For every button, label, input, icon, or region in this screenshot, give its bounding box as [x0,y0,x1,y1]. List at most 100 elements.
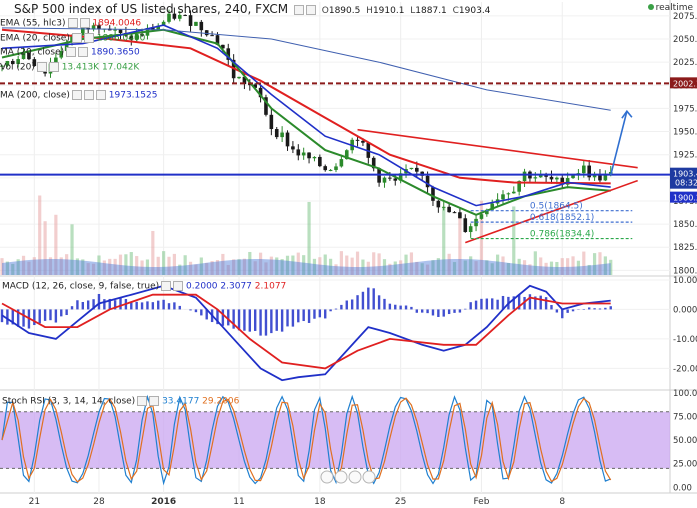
macd-histogram-bar [97,293,101,310]
macd-histogram-bar [280,309,284,332]
macd-histogram-bar [469,302,472,310]
close-icon[interactable] [48,62,59,72]
candle-body [91,25,96,30]
settings-icon[interactable] [71,33,82,43]
candle-body [183,14,187,16]
settings-icon[interactable] [66,47,77,57]
volume-bar [129,252,133,275]
volume-bar [566,258,570,275]
volume-bar [522,260,527,275]
macd-histogram-bar [582,309,586,310]
stoch-axis-tick: 75.00 [673,412,697,422]
legend-volume-value: 13.413K 17.042K [61,62,140,73]
volume-bar [296,252,300,275]
reset-button[interactable] [362,470,376,484]
volume-bar [248,251,252,275]
macd-histogram-bar [410,306,413,310]
volume-bar [215,260,220,275]
legend-volume[interactable]: Vol (20) 13.413K 17.042K [0,62,139,74]
candle-body [598,174,602,181]
legend-stoch[interactable]: Stoch RSI (3, 3, 14, 14, close) 33.4177 … [2,396,239,408]
volume-bar [97,255,101,275]
macd-histogram-bar [286,309,289,327]
legend-ema55-label: EMA (55, hlc3) [0,18,66,29]
volume-bar [609,259,613,275]
volume-bar [490,263,494,275]
settings-icon[interactable] [161,281,172,291]
candle-body [151,28,155,30]
candle-body [398,173,403,181]
fibonacci-label: 0.786(1834.4) [530,230,594,240]
more-icon[interactable] [95,90,106,100]
volume-bar [232,259,236,275]
candle-body [161,21,166,26]
volume-bar [0,258,4,275]
macd-histogram-bar [593,308,596,310]
stoch-d-line [1,397,612,483]
volume-bar [415,261,419,275]
close-icon[interactable] [83,90,94,100]
price-axis-tick: 1975.0 [673,104,697,114]
candle-body [393,178,398,181]
candle-body [248,84,252,86]
legend-ema55[interactable]: EMA (55, hlc3) 1894.0046 [0,18,141,30]
close-icon[interactable] [78,47,89,57]
price-axis-tick: 1925.0 [673,151,697,161]
volume-bar [501,256,505,275]
volume-bar [399,260,403,275]
close-icon[interactable] [149,396,160,406]
candle-body [10,61,15,65]
scroll-left-button[interactable] [334,470,348,484]
candle-body [194,21,198,26]
high-value: 1910.1 [372,6,405,16]
volume-bar [409,252,414,275]
settings-icon[interactable] [137,396,148,406]
candle-body [129,35,134,40]
candle-body [549,176,554,180]
candle-body [388,177,392,179]
time-axis-tick: 21 [29,497,40,507]
macd-histogram-bar [173,302,176,310]
macd-histogram-bar [474,300,478,310]
price-axis-tick: 1825.0 [673,243,697,253]
volume-bar [571,256,575,275]
volume-bar [479,200,484,275]
scroll-right-button[interactable] [348,470,362,484]
close-button[interactable] [305,4,316,15]
candle-body [485,209,489,215]
candle-body [592,174,597,178]
settings-icon[interactable] [36,62,47,72]
close-icon[interactable] [173,281,184,291]
zoom-out-button[interactable] [320,470,334,484]
macd-histogram-bar [555,309,559,313]
macd-histogram-bar [598,308,602,310]
macd-histogram-bar [146,301,149,310]
legend-ma20[interactable]: MA (20, close) 1890.3650 [0,47,140,59]
volume-bar [188,261,193,275]
volume-bar [102,260,106,275]
settings-icon[interactable] [71,90,82,100]
macd-histogram-bar [189,309,192,311]
legend-ema20[interactable]: EMA (20, close) 1886.0400 [0,33,145,45]
macd-histogram-bar [399,305,402,310]
close-icon[interactable] [79,18,90,28]
volume-bar [452,262,457,275]
legend-macd[interactable]: MACD (12, 26, close, 9, false, true) 0.2… [2,281,286,293]
volume-bar [329,258,333,275]
settings-button[interactable] [293,4,304,15]
volume-bar [280,259,284,275]
close-icon[interactable] [83,33,94,43]
candle-body [0,65,4,67]
legend-ma200[interactable]: MA (200, close) 1973.1525 [0,90,157,102]
volume-bar [16,259,20,275]
macd-histogram-bar [431,309,435,316]
macd-histogram-bar [113,300,117,310]
macd-histogram-bar [528,294,532,310]
settings-icon[interactable] [67,18,78,28]
time-axis-tick: 25 [395,497,406,507]
candle-body [134,33,139,40]
candle-body [258,87,263,98]
candle-body [506,193,511,195]
volume-bar [178,264,182,275]
